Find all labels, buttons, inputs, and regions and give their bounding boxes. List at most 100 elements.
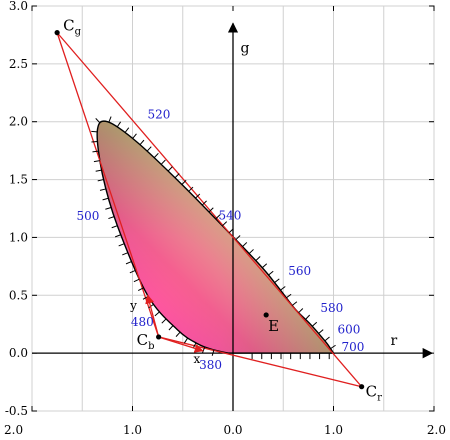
wavelength-tick — [114, 234, 121, 238]
wavelength-tick — [92, 150, 99, 153]
y-tick-label: 0.5 — [9, 288, 28, 302]
wavelength-tick — [324, 336, 330, 342]
wavelength-tick — [99, 188, 106, 191]
basis-vector-label-x: x — [193, 352, 200, 366]
wavelength-tick — [268, 270, 274, 276]
axis-names: rg — [241, 40, 398, 349]
wavelength-tick — [105, 206, 112, 210]
y-tick-label: 2.0 — [9, 115, 28, 129]
basis-vector-y — [145, 294, 160, 338]
y-tick-label: 1.5 — [9, 173, 28, 187]
wavelength-tick — [261, 263, 268, 269]
wavelength-tick — [167, 166, 173, 172]
wavelength-tick — [102, 197, 109, 201]
wavelength-label: 600 — [337, 323, 360, 337]
wavelength-tick — [160, 159, 166, 165]
wavelength-label: 540 — [219, 209, 242, 223]
wavelength-tick — [274, 278, 280, 283]
point-label-subscript: g — [75, 27, 82, 38]
wavelength-tick — [298, 308, 304, 314]
basis-vector-label-y: y — [129, 298, 137, 312]
wavelength-tick — [248, 249, 254, 254]
spectral-locus-outline — [96, 120, 335, 354]
y-tick-label: -0.5 — [5, 404, 28, 418]
gamut-triangle — [56, 32, 364, 388]
wavelength-label: 500 — [77, 209, 100, 223]
wavelength-tick — [118, 243, 125, 247]
wavelength-label: 520 — [148, 108, 171, 122]
wavelength-tick — [97, 179, 104, 182]
x-tick-label: 2.0 — [427, 423, 446, 437]
y-tick-label: 3.0 — [9, 0, 28, 13]
wavelength-label: 560 — [288, 264, 311, 278]
wavelength-tick — [188, 186, 194, 192]
wavelength-label: 380 — [199, 358, 222, 372]
wavelength-tick — [228, 228, 234, 234]
wavelength-tick — [132, 133, 137, 139]
wavelength-label: 580 — [320, 301, 343, 315]
wavelength-ticks — [91, 116, 336, 360]
point-Cg — [54, 30, 60, 36]
point-Cr — [359, 384, 365, 390]
wavelength-tick — [215, 214, 221, 220]
wavelength-tick — [280, 286, 286, 291]
wavelength-tick — [153, 152, 159, 158]
wavelength-tick — [305, 314, 311, 320]
x-tick-label: 1.0 — [123, 423, 142, 437]
wavelength-tick — [208, 207, 214, 213]
y-tick-label: 1.0 — [9, 230, 28, 244]
wavelength-tick — [168, 325, 174, 331]
wavelength-tick — [129, 269, 136, 274]
point-label-subscript: b — [148, 341, 154, 352]
gamut-triangle-edges — [56, 32, 364, 388]
tick-labels: 2.0 1.0 0.0 1.0 2.0 3.0 2.5 2.0 1.5 1.0 0.5 0.0 -0.5 — [4, 0, 446, 437]
wavelength-tick — [291, 301, 298, 306]
wavelength-tick — [175, 331, 181, 337]
wavelength-tick — [201, 200, 207, 206]
wavelength-tick — [161, 318, 167, 324]
wavelength-tick — [154, 311, 160, 317]
wavelength-tick — [95, 169, 102, 172]
wavelength-tick — [242, 242, 248, 247]
basis-vector-x — [158, 336, 204, 353]
wavelength-tick — [146, 146, 152, 152]
wavelength-tick — [183, 337, 189, 344]
wavelength-tick — [122, 252, 129, 256]
wavelength-tick — [255, 256, 261, 261]
wavelength-tick — [318, 329, 324, 334]
x-tick-label: 0.0 — [223, 423, 242, 437]
wavelength-label: 480 — [131, 315, 154, 329]
wavelength-tick — [174, 173, 180, 179]
point-Cb — [156, 334, 162, 340]
point-label-E: E — [268, 317, 279, 335]
wavelength-tick — [124, 127, 130, 133]
x-tick-label: 2.0 — [4, 423, 23, 437]
basis-vectors: xy — [129, 294, 204, 366]
axes — [32, 22, 434, 411]
wavelength-tick — [330, 344, 336, 350]
wavelength-tick — [95, 118, 101, 124]
point-E — [263, 312, 269, 318]
wavelength-tick — [211, 349, 215, 356]
wavelength-tick — [137, 287, 144, 292]
r-axis-name: r — [390, 333, 397, 349]
wavelength-tick — [195, 193, 201, 199]
g-axis-name: g — [241, 40, 250, 56]
wavelength-tick — [111, 225, 118, 229]
wavelength-tick — [311, 321, 318, 327]
wavelength-tick — [125, 261, 132, 265]
wavelength-tick — [108, 216, 115, 220]
wavelength-tick — [286, 293, 292, 299]
point-label-subscript: r — [377, 393, 382, 404]
axis-ticks — [31, 5, 435, 412]
wavelength-tick — [108, 116, 112, 123]
x-tick-label: 1.0 — [324, 423, 343, 437]
y-tick-label: 0.0 — [9, 346, 28, 360]
wavelength-tick — [133, 278, 140, 283]
wavelength-tick — [235, 235, 241, 241]
wavelength-label: 700 — [342, 340, 365, 354]
y-tick-label: 2.5 — [9, 57, 28, 71]
wavelength-tick — [139, 139, 145, 145]
wavelength-tick — [181, 179, 187, 185]
